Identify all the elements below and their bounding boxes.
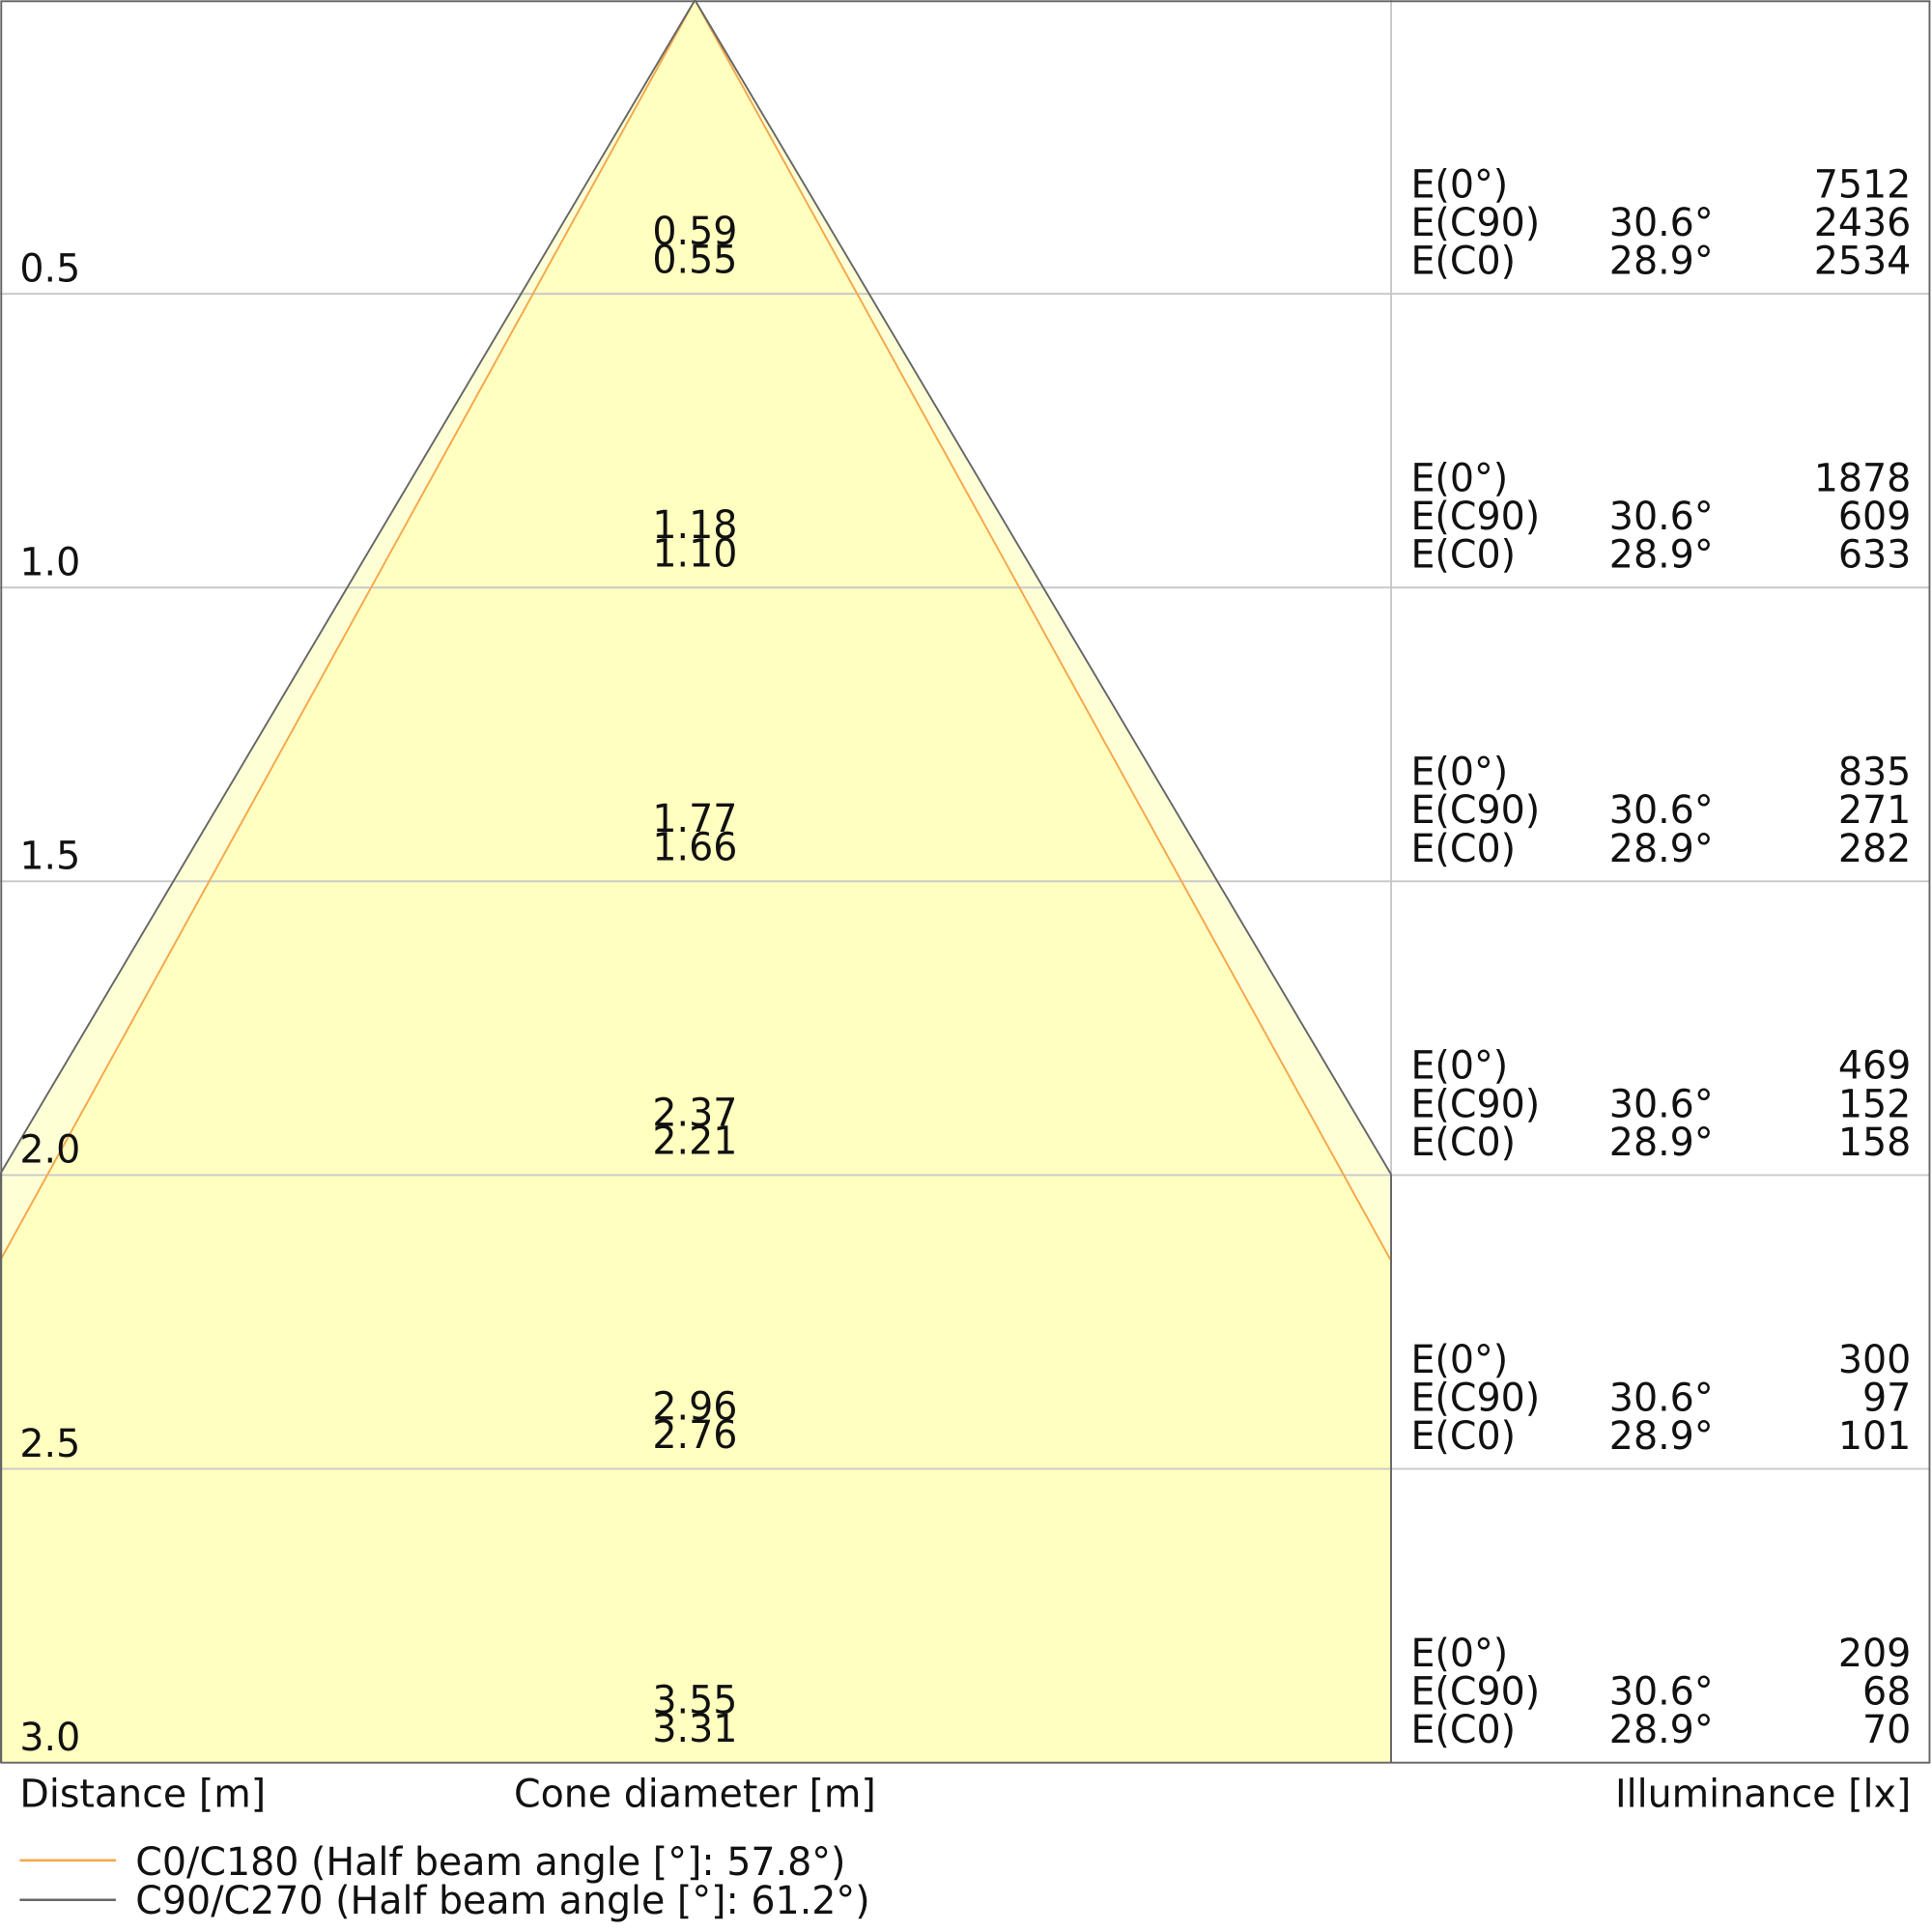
beam-angle: 30.6° xyxy=(1609,1082,1714,1126)
illuminance-label: E(C0) xyxy=(1410,827,1516,871)
cone-diameter: 1.10 xyxy=(652,531,737,576)
illuminance-value: 300 xyxy=(1838,1338,1911,1382)
illuminance-label: E(0°) xyxy=(1410,162,1508,207)
distance: 3.0 xyxy=(19,1716,80,1760)
illuminance-label: E(C90) xyxy=(1410,495,1540,539)
illuminance-label: E(C90) xyxy=(1410,1376,1540,1420)
illuminance-value: 835 xyxy=(1838,750,1911,794)
cone-diameter: 2.76 xyxy=(652,1413,737,1458)
beam-angle: 28.9° xyxy=(1609,1708,1714,1752)
axis-label: Illuminance [lx] xyxy=(1615,1773,1911,1817)
distance: 0.5 xyxy=(19,246,80,291)
illuminance-value: 2436 xyxy=(1814,201,1912,245)
illuminance-label: E(C0) xyxy=(1410,1121,1516,1165)
cone-diameter: 0.59 xyxy=(652,210,737,254)
legend-entry: C0/C180 (Half beam angle [°]: 57.8°) xyxy=(135,1840,845,1885)
distance: 2.0 xyxy=(19,1128,80,1173)
illuminance-label: E(0°) xyxy=(1410,456,1508,500)
c90-cone-outline xyxy=(0,0,1392,1176)
illuminance-label: E(C90) xyxy=(1410,1082,1540,1126)
illuminance-label: E(0°) xyxy=(1410,750,1508,794)
illuminance-value: 609 xyxy=(1838,495,1911,539)
illuminance-value: 209 xyxy=(1838,1632,1911,1676)
beam-angle: 30.6° xyxy=(1609,1376,1714,1420)
beam-angle: 28.9° xyxy=(1609,240,1714,284)
beam-angle: 30.6° xyxy=(1609,1669,1714,1714)
illuminance-value: 2534 xyxy=(1814,240,1912,284)
illuminance-label: E(0°) xyxy=(1410,1044,1508,1089)
c0-cone-outline xyxy=(0,0,1392,1262)
axis-label: Cone diameter [m] xyxy=(514,1773,876,1817)
illuminance-value: 271 xyxy=(1838,788,1911,833)
illuminance-label: E(0°) xyxy=(1410,1338,1508,1382)
illuminance-value: 152 xyxy=(1838,1082,1911,1126)
illuminance-value: 70 xyxy=(1862,1708,1911,1752)
illuminance-value: 7512 xyxy=(1814,162,1912,207)
frame xyxy=(0,0,1931,1764)
illuminance-value: 68 xyxy=(1862,1669,1911,1714)
cone-diameter: 3.31 xyxy=(652,1707,737,1751)
illuminance-value: 97 xyxy=(1862,1376,1911,1420)
cone-diameter: 1.18 xyxy=(652,503,737,548)
beam-angle: 28.9° xyxy=(1609,533,1714,578)
illuminance-label: E(C0) xyxy=(1410,240,1516,284)
illuminance-label: E(C90) xyxy=(1410,788,1540,833)
cone-diameter: 1.66 xyxy=(652,826,737,870)
illuminance-label: E(C0) xyxy=(1410,1708,1516,1752)
rows: 0.5 0.590.55 E(0°) 7512 E(C90) 30.6° 2436 E(C0)… xyxy=(19,162,1911,1760)
axis-label: Distance [m] xyxy=(19,1773,266,1817)
distance: 2.5 xyxy=(19,1422,80,1466)
illuminance-label: E(0°) xyxy=(1410,1632,1508,1676)
grid xyxy=(0,293,1930,1470)
beam-angle: 30.6° xyxy=(1609,788,1714,833)
cone-diameter: 1.77 xyxy=(652,797,737,841)
beam-angle: 30.6° xyxy=(1609,495,1714,539)
illuminance-value: 158 xyxy=(1838,1121,1911,1165)
beam-angle: 28.9° xyxy=(1609,827,1714,871)
illuminance-value: 101 xyxy=(1838,1414,1911,1459)
distance: 1.0 xyxy=(19,540,80,584)
illuminance-label: E(C0) xyxy=(1410,533,1516,578)
illuminance-value: 469 xyxy=(1838,1044,1911,1089)
legend-entry: C90/C270 (Half beam angle [°]: 61.2°) xyxy=(135,1879,869,1923)
beam-angle: 28.9° xyxy=(1609,1121,1714,1165)
cone-diameter: 0.55 xyxy=(652,238,737,282)
cone-diameter: 2.21 xyxy=(652,1120,737,1164)
cone-diameter: 3.55 xyxy=(652,1678,737,1722)
illuminance-label: E(C0) xyxy=(1410,1414,1516,1459)
illuminance-label: E(C90) xyxy=(1410,1669,1540,1714)
illuminance-value: 282 xyxy=(1838,827,1911,871)
beam-angle: 30.6° xyxy=(1609,201,1714,245)
illuminance-value: 633 xyxy=(1838,533,1911,578)
beam-angle: 28.9° xyxy=(1609,1414,1714,1459)
distance: 1.5 xyxy=(19,834,80,878)
illuminance-value: 1878 xyxy=(1814,456,1912,500)
cone-diameter: 2.96 xyxy=(652,1384,737,1429)
cone-diameter: 2.37 xyxy=(652,1091,737,1135)
illuminance-label: E(C90) xyxy=(1410,201,1540,245)
